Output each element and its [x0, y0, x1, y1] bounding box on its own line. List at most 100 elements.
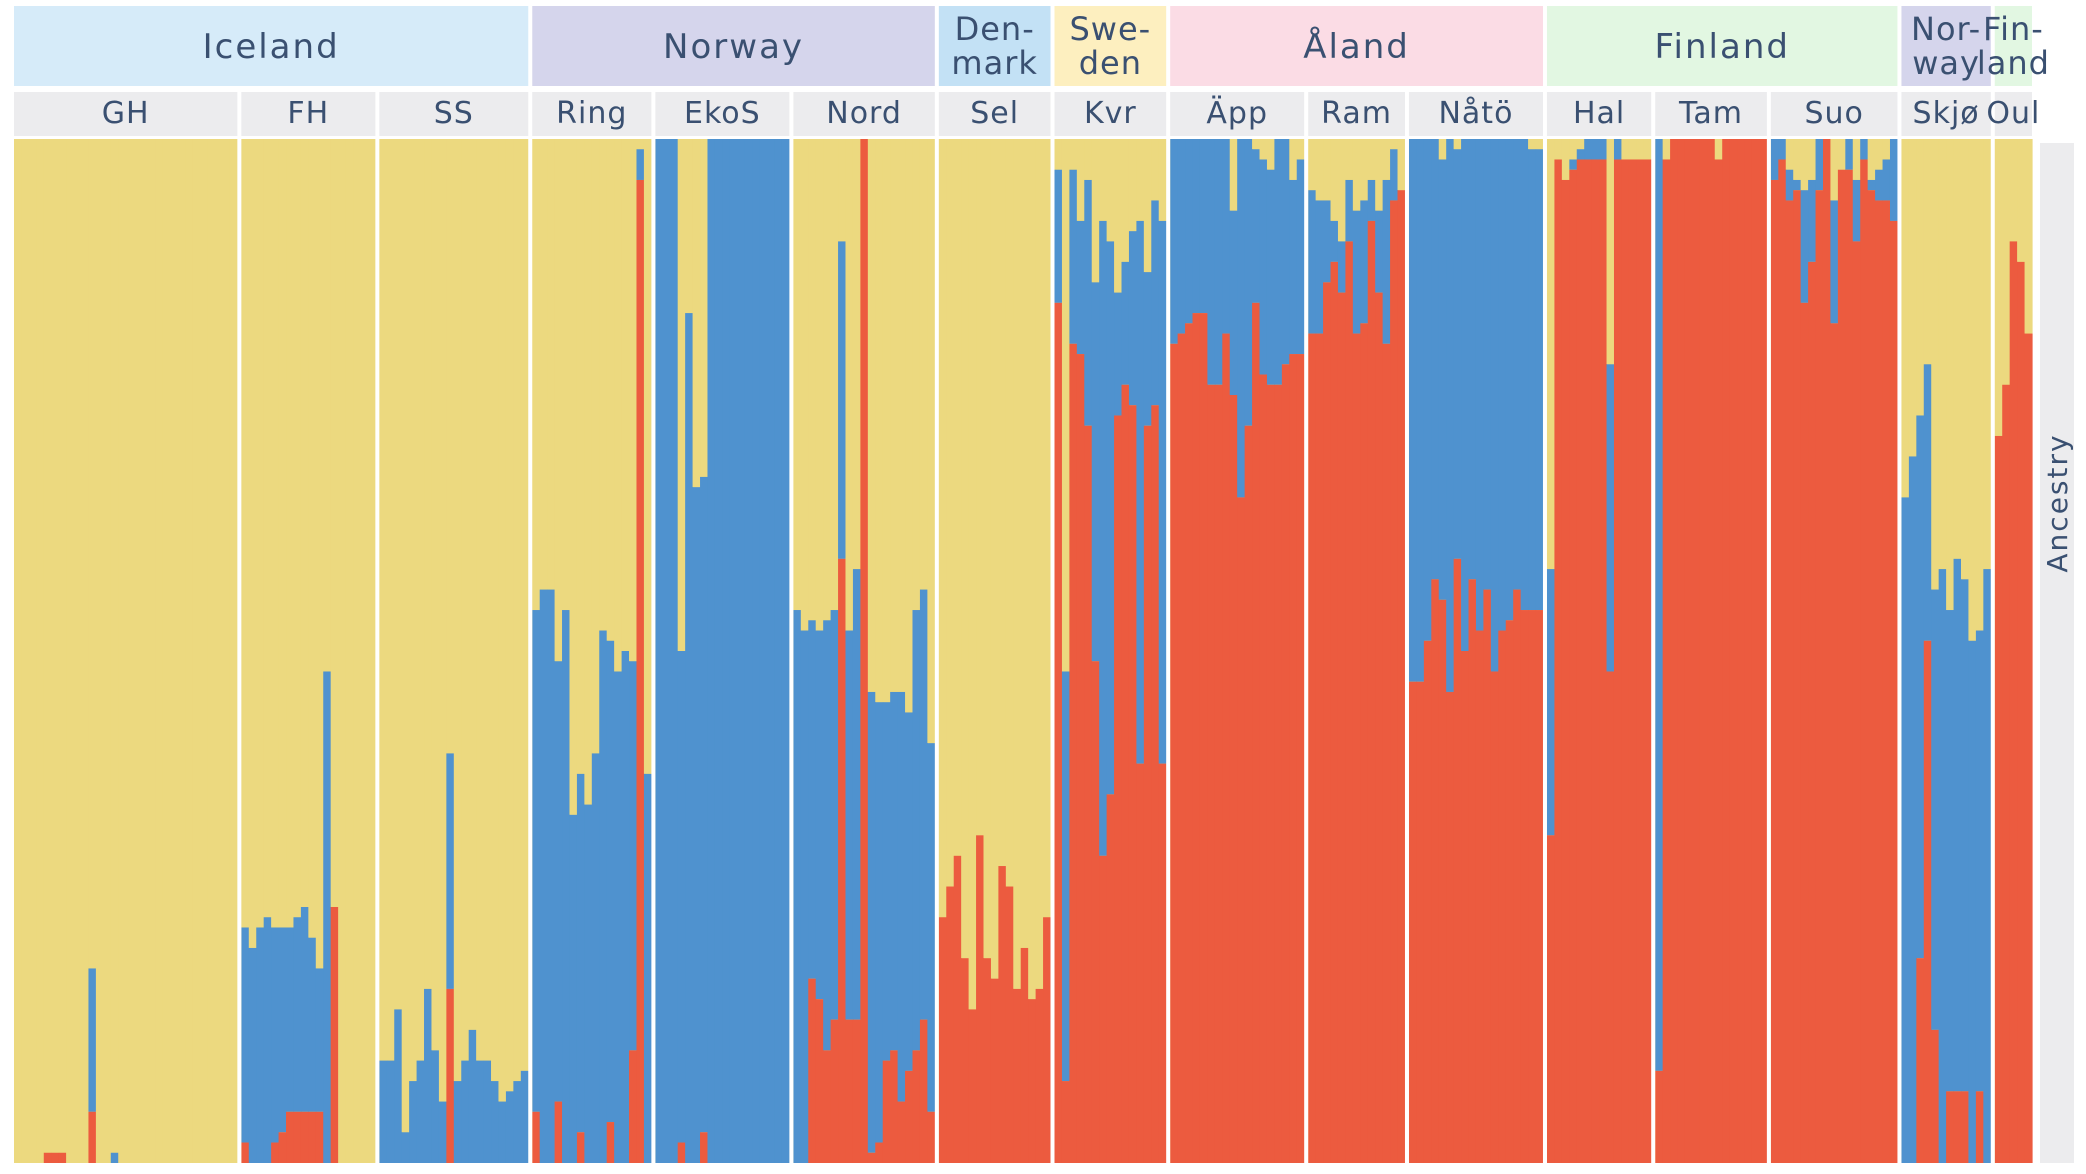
bar-blue: [1606, 364, 1615, 672]
bar-red: [446, 988, 455, 1163]
bar-yellow: [562, 139, 571, 611]
bar-blue: [1852, 179, 1861, 242]
bar-blue: [1069, 169, 1078, 344]
bar-blue: [1953, 558, 1962, 1092]
bar-red: [1916, 958, 1925, 1163]
bar-blue: [685, 313, 694, 1164]
bar-yellow: [409, 139, 418, 1082]
population-label-box: [532, 92, 652, 136]
region-label-line: Nor-: [1911, 10, 1981, 48]
bar-red: [554, 1101, 563, 1163]
bar-yellow: [263, 139, 272, 918]
bar-yellow: [1628, 139, 1637, 160]
bar-red: [897, 1101, 906, 1163]
population-divider: [1990, 137, 1995, 1165]
bar-yellow: [162, 139, 171, 1163]
bar-red: [1546, 835, 1556, 1163]
population-divider: [1766, 137, 1771, 1165]
bar-red: [1584, 159, 1593, 1164]
bar-red: [1446, 691, 1455, 1163]
bar-yellow: [591, 139, 600, 754]
bar-red: [1621, 159, 1630, 1164]
population-label-hal: Hal: [1573, 96, 1625, 131]
bar-blue: [737, 139, 746, 1163]
population-label-box: [1994, 92, 2032, 136]
bar-blue: [1308, 190, 1317, 334]
bar-red: [823, 1050, 832, 1163]
y-axis-label: Ancestry: [2041, 433, 2074, 572]
bar-red: [1714, 159, 1723, 1164]
bar-red: [1043, 917, 1052, 1163]
bar-red: [1808, 261, 1817, 1163]
bar-blue: [256, 927, 265, 1163]
population-label-box: [1308, 92, 1405, 136]
population-label-box: [793, 92, 935, 136]
bar-yellow: [1916, 139, 1925, 416]
bar-blue: [300, 907, 309, 1112]
region-header-box: [1901, 6, 1991, 86]
bar-yellow: [1453, 139, 1462, 150]
bar-yellow: [271, 139, 280, 928]
population-label-box: [1655, 92, 1767, 136]
bar-yellow: [845, 139, 854, 631]
bar-yellow: [1035, 139, 1044, 989]
bar-yellow: [1382, 139, 1391, 180]
bar-yellow: [1554, 139, 1563, 160]
bar-red: [1266, 384, 1275, 1163]
bar-red: [1259, 374, 1268, 1163]
bar-red: [1793, 190, 1802, 1163]
region-label-line: land: [1977, 44, 2050, 82]
bar-yellow: [576, 139, 585, 774]
bar-red: [1151, 405, 1160, 1163]
bar-blue: [838, 241, 847, 559]
bar-yellow: [1882, 139, 1891, 160]
bar-yellow: [95, 139, 104, 1163]
bar-yellow: [2002, 139, 2011, 385]
bar-red: [700, 1132, 709, 1163]
region-header-box: [938, 6, 1051, 86]
region-header-box: [532, 6, 935, 86]
bar-red: [1084, 425, 1093, 1164]
bar-yellow: [14, 139, 23, 1163]
bar-yellow: [1576, 139, 1585, 150]
population-label-box: [241, 92, 376, 136]
bar-red: [808, 978, 817, 1163]
bar-red: [1882, 200, 1891, 1163]
bar-blue: [1054, 169, 1063, 303]
bar-yellow: [401, 139, 410, 1133]
bar-yellow: [815, 139, 824, 631]
bar-blue: [614, 671, 623, 1163]
bar-red: [1099, 855, 1108, 1163]
bar-red: [1770, 179, 1779, 1163]
bar-blue: [1382, 179, 1391, 344]
bar-red: [271, 1142, 280, 1163]
population-bars-hal: [1546, 139, 1652, 1164]
y-axis-strip-bg: [2040, 143, 2074, 1163]
bar-red: [1636, 159, 1645, 1164]
bar-blue: [1584, 139, 1593, 160]
bar-blue: [438, 1101, 447, 1163]
bar-blue: [1259, 159, 1268, 375]
bar-yellow: [424, 139, 433, 989]
bar-red: [1875, 200, 1884, 1163]
bar-red: [1136, 763, 1145, 1163]
bar-yellow: [1337, 139, 1346, 242]
bar-yellow: [353, 139, 362, 1163]
bar-yellow: [1289, 139, 1298, 180]
bar-yellow: [2017, 139, 2026, 262]
bar-yellow: [81, 139, 90, 1163]
region-label-line: mark: [951, 44, 1037, 82]
bar-red: [968, 1009, 977, 1163]
bar-yellow: [685, 139, 694, 314]
bar-red: [1013, 988, 1022, 1163]
bar-yellow: [1852, 139, 1861, 180]
bar-yellow: [125, 139, 134, 1163]
bar-blue: [1815, 139, 1824, 191]
bar-yellow: [1259, 139, 1268, 160]
bar-yellow: [110, 139, 119, 1153]
bar-red: [1923, 640, 1932, 1163]
bar-blue: [1274, 139, 1283, 385]
bar-blue: [767, 139, 776, 1163]
population-label-suo: Suo: [1804, 96, 1863, 131]
bar-yellow: [453, 139, 462, 1082]
